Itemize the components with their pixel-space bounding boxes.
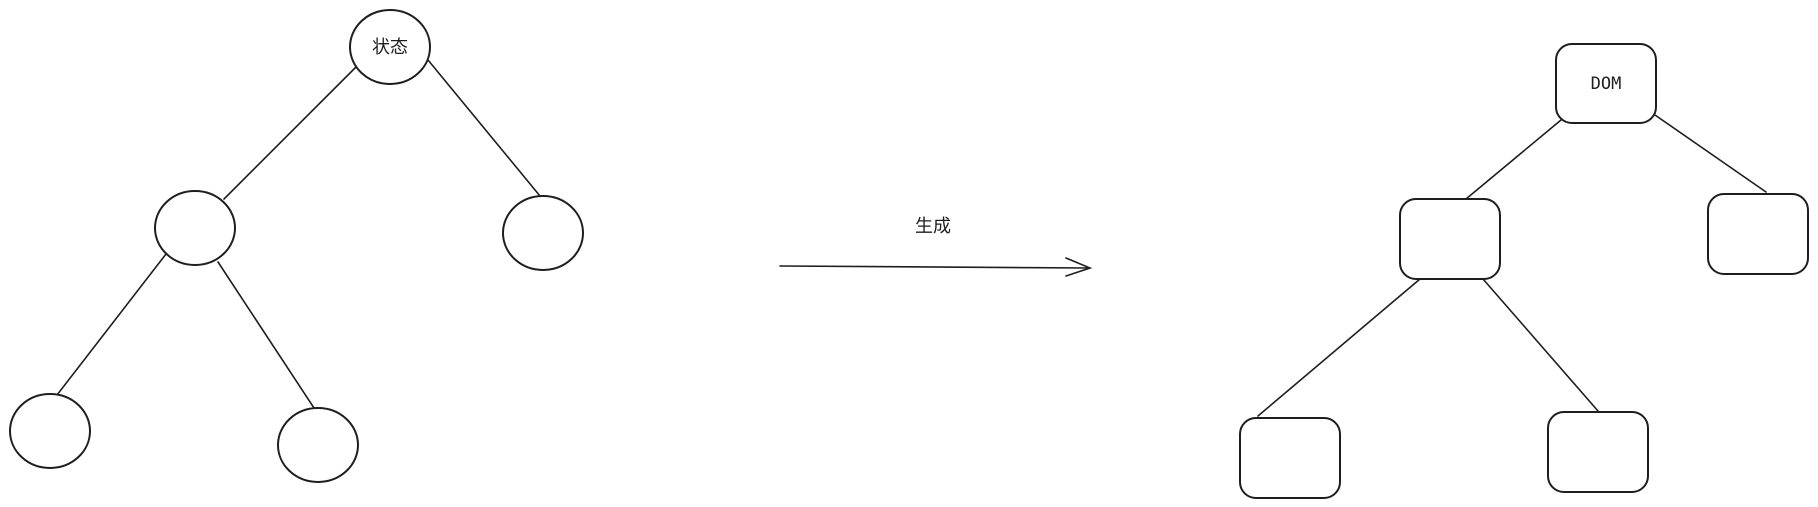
- dom-edge-left-rightleaf: [1482, 278, 1599, 412]
- state-tree: 状态: [9, 9, 584, 483]
- arrow-head: [1065, 257, 1093, 277]
- dom-root-label: DOM: [1591, 74, 1622, 94]
- dom-edge-root-left: [1465, 119, 1562, 200]
- dom-leaf-node: [1239, 417, 1341, 499]
- dom-leaf-node: [1547, 411, 1649, 493]
- state-child-node: [502, 195, 584, 271]
- dom-tree: DOM: [1239, 43, 1809, 499]
- state-root-node: 状态: [349, 9, 431, 85]
- dom-child-node: [1707, 193, 1809, 275]
- dom-edge-left-leftleaf: [1257, 278, 1421, 417]
- state-leaf-node: [9, 393, 91, 469]
- dom-root-node: DOM: [1555, 43, 1657, 124]
- state-leaf-node: [277, 407, 359, 483]
- generate-arrow: 生成: [779, 216, 1093, 277]
- arrow-label: 生成: [915, 216, 951, 237]
- state-root-label: 状态: [372, 37, 408, 58]
- state-child-node: [154, 190, 236, 266]
- state-edge-left-leftleaf: [56, 253, 167, 396]
- state-edge-left-rightleaf: [217, 261, 315, 409]
- dom-edge-root-right: [1654, 114, 1767, 193]
- state-edge-root-right: [427, 59, 541, 197]
- dom-child-node: [1399, 198, 1501, 280]
- state-edge-root-left: [223, 66, 357, 200]
- arrow-shaft: [779, 265, 1091, 269]
